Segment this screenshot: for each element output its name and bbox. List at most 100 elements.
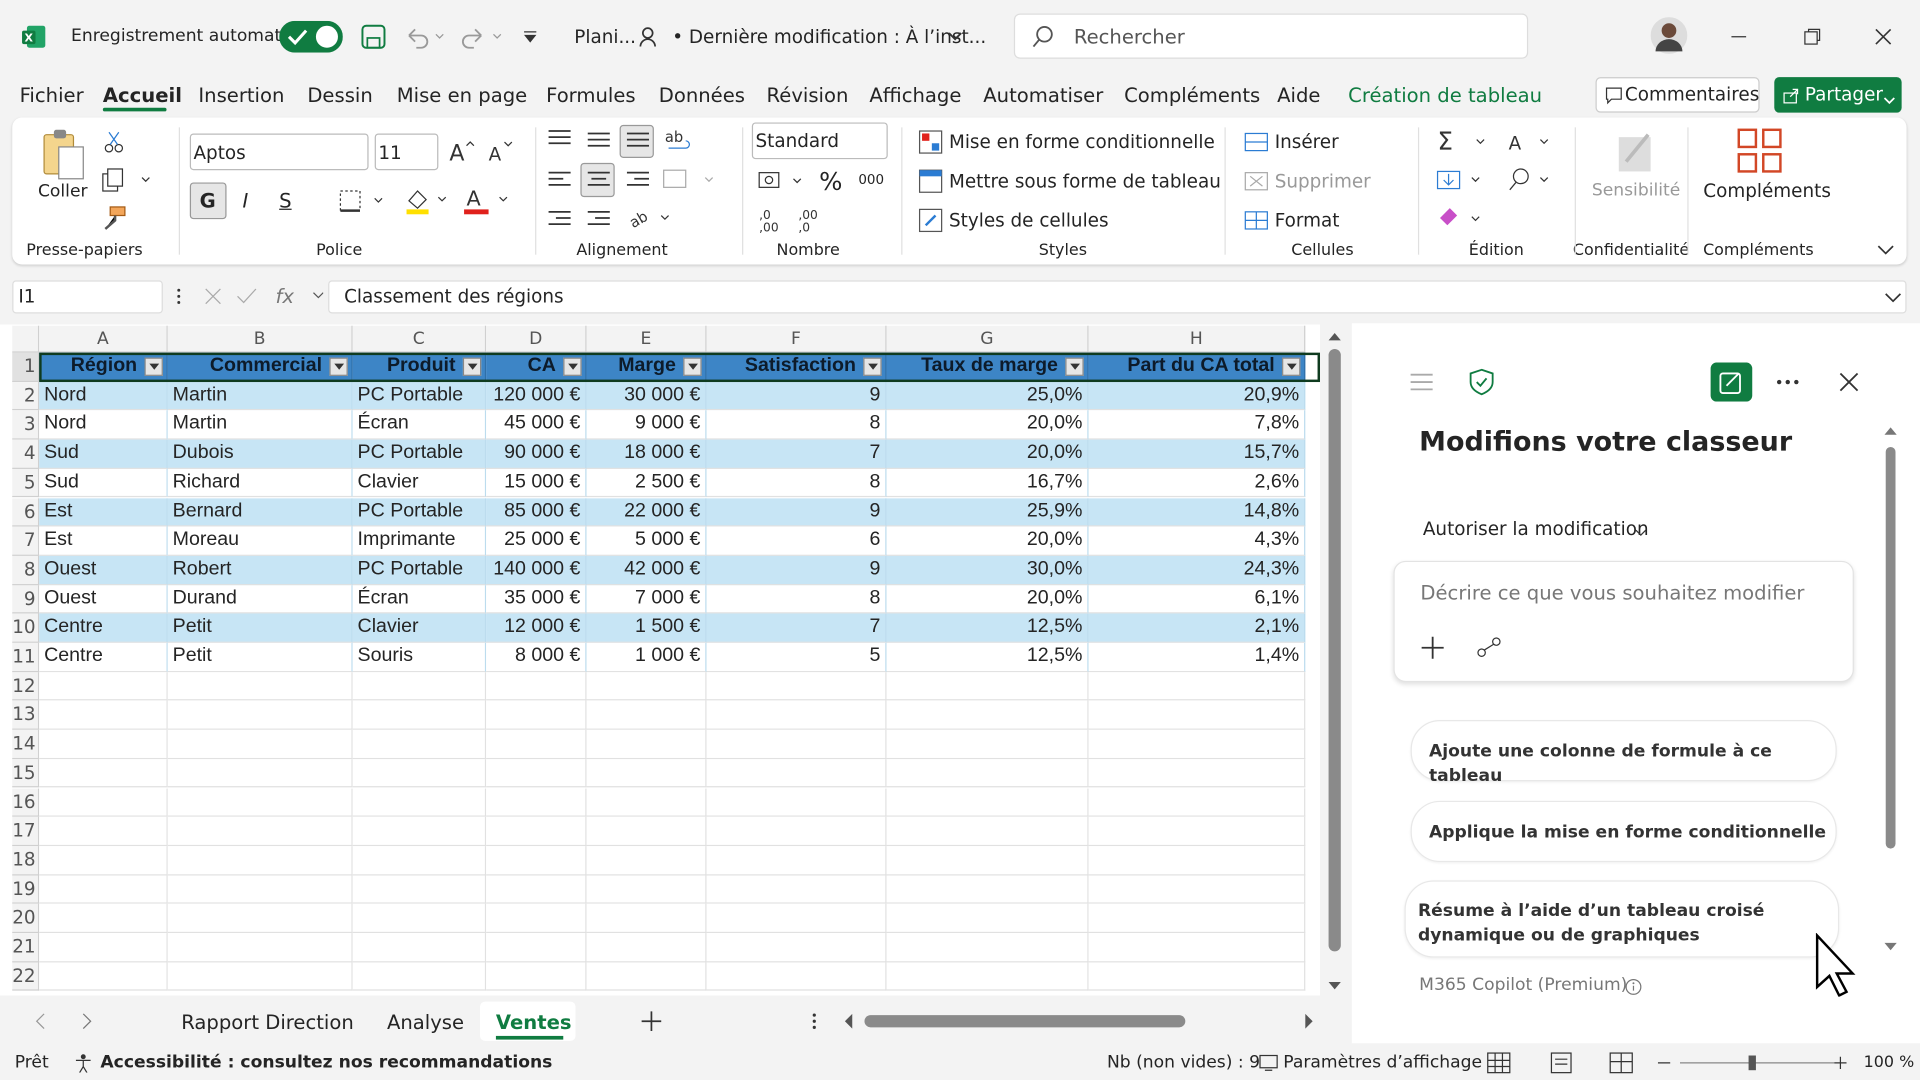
cell[interactable]: PC Portable [352, 497, 487, 527]
cell[interactable] [706, 904, 887, 934]
cell[interactable]: Sud [39, 439, 168, 469]
cell[interactable]: Dubois [167, 439, 353, 469]
cell[interactable]: Écran [352, 410, 487, 440]
comments-button[interactable] [1595, 77, 1760, 113]
menu-tab[interactable]: Création de tableau [1348, 83, 1543, 108]
status-display-settings[interactable]: Paramètres d’affichage [1283, 1052, 1483, 1073]
cell[interactable] [352, 758, 487, 788]
cell[interactable] [352, 787, 487, 817]
menu-tab[interactable]: Insertion [198, 83, 285, 108]
menu-tab[interactable]: Automatiser [983, 83, 1104, 108]
cell[interactable] [1088, 845, 1306, 875]
font-size-box[interactable] [374, 133, 439, 171]
cell[interactable] [167, 875, 353, 905]
align-icon[interactable] [546, 127, 573, 151]
cell[interactable]: 7 [706, 439, 887, 469]
cell[interactable]: Bernard [167, 497, 353, 527]
cell[interactable]: 120 000 € [486, 381, 587, 411]
autosave-toggle[interactable] [279, 20, 343, 53]
row-header[interactable]: 7 [12, 526, 40, 556]
row-header[interactable]: 15 [12, 758, 40, 788]
row-header[interactable]: 9 [12, 584, 40, 614]
cell[interactable] [586, 758, 707, 788]
mode-chevron[interactable] [1633, 522, 1648, 537]
cell[interactable] [486, 816, 587, 846]
cell[interactable] [39, 845, 168, 875]
cell[interactable]: 140 000 € [486, 555, 587, 585]
cell[interactable]: 9 [706, 381, 887, 411]
row-header[interactable]: 5 [12, 468, 40, 498]
footer-info[interactable] [1625, 977, 1642, 995]
borders-icon[interactable] [338, 189, 392, 213]
cell[interactable]: 8 [706, 584, 887, 614]
row-header[interactable]: 17 [12, 816, 40, 846]
thousands-label[interactable]: 000 [858, 171, 885, 188]
cell[interactable]: Nord [39, 410, 168, 440]
cell[interactable] [39, 875, 168, 905]
filter-button[interactable] [1282, 357, 1301, 376]
cell[interactable]: 6 [706, 526, 887, 556]
suggestion[interactable]: Applique la mise en forme conditionnelle [1410, 800, 1837, 863]
cell[interactable]: 2,1% [1088, 613, 1306, 643]
cell[interactable] [1088, 671, 1306, 701]
cell[interactable] [586, 816, 707, 846]
cell[interactable] [1088, 962, 1306, 992]
cell[interactable]: 25 000 € [486, 526, 587, 556]
cell[interactable]: 30,0% [886, 555, 1089, 585]
prompt-icons[interactable] [1418, 634, 1506, 661]
align-icon[interactable] [546, 169, 573, 193]
cell[interactable] [39, 758, 168, 788]
delete-icon[interactable] [1244, 169, 1268, 193]
cell[interactable] [486, 729, 587, 759]
row-header[interactable]: 13 [12, 700, 40, 730]
align-icon[interactable] [585, 130, 612, 154]
menu-tab[interactable]: Données [658, 83, 746, 108]
addins-label[interactable]: Compléments [1703, 180, 1831, 203]
cell[interactable] [39, 787, 168, 817]
cell[interactable]: Petit [167, 642, 353, 672]
number-format-box[interactable] [751, 122, 888, 160]
formula-expand[interactable] [1883, 288, 1903, 305]
cell[interactable]: 8 [706, 468, 887, 498]
cell[interactable] [486, 845, 587, 875]
filter-button[interactable] [462, 357, 482, 376]
row-header[interactable]: 10 [12, 613, 40, 643]
tabs-more[interactable] [808, 1011, 820, 1031]
cell[interactable] [167, 962, 353, 992]
font-box[interactable] [189, 133, 369, 171]
filter-button[interactable] [329, 357, 348, 376]
cell[interactable] [886, 787, 1089, 817]
cell[interactable]: 25,9% [886, 497, 1089, 527]
filter-button[interactable] [563, 357, 582, 376]
customize-button[interactable] [522, 27, 539, 44]
cut-icon[interactable] [103, 130, 125, 154]
cell[interactable]: 8 000 € [486, 642, 587, 672]
cell[interactable]: Ouest [39, 555, 168, 585]
cell[interactable] [706, 700, 887, 730]
menu-tab[interactable]: Mise en page [396, 83, 528, 108]
cell[interactable]: 12 000 € [486, 613, 587, 643]
cell[interactable] [886, 729, 1089, 759]
cell[interactable]: 35 000 € [486, 584, 587, 614]
cell[interactable]: Centre [39, 642, 168, 672]
cell[interactable]: 20,9% [1088, 381, 1306, 411]
cell[interactable] [1088, 700, 1306, 730]
menu-tab[interactable]: Révision [766, 83, 849, 108]
addins-icon[interactable] [1736, 127, 1783, 174]
wrap-icon[interactable]: ab [664, 127, 693, 154]
cell[interactable]: Richard [167, 468, 353, 498]
cell[interactable] [886, 933, 1089, 963]
cell[interactable] [352, 904, 487, 934]
row-header[interactable]: 8 [12, 555, 40, 585]
cell[interactable]: Clavier [352, 613, 487, 643]
cell[interactable] [886, 758, 1089, 788]
cell[interactable]: 15,7% [1088, 439, 1306, 469]
cell[interactable] [39, 904, 168, 934]
cell[interactable]: 20,0% [886, 410, 1089, 440]
row-header[interactable]: 11 [12, 642, 40, 672]
table-header-cell[interactable]: Part du CA total [1088, 352, 1306, 382]
cell[interactable] [706, 758, 887, 788]
row-header[interactable]: 20 [12, 904, 40, 934]
cell[interactable] [586, 729, 707, 759]
cell[interactable] [706, 875, 887, 905]
